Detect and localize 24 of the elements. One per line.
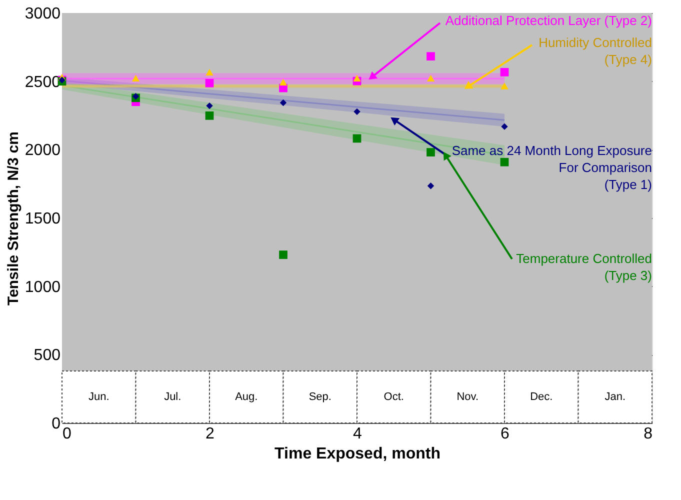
band-label: Sep. bbox=[308, 391, 332, 403]
annotation: Humidity Controlled (Type 4) bbox=[538, 35, 652, 67]
x-tick-label: 0 bbox=[62, 426, 72, 442]
y-tick-label: 500 bbox=[34, 347, 61, 364]
annotation: Temperature Controlled (Type 3) bbox=[516, 251, 652, 283]
x-tick-label: 8 bbox=[644, 426, 653, 442]
y-tick-label: 2000 bbox=[24, 142, 61, 160]
annotation: Additional Protection Layer (Type 2) bbox=[445, 13, 652, 28]
y-tick-label: 3000 bbox=[24, 6, 61, 22]
band-label: Dec. bbox=[530, 391, 553, 403]
x-axis-title: Time Exposed, month bbox=[274, 446, 440, 462]
y-axis-title: Tensile Strength, N/3 cm bbox=[4, 132, 22, 306]
band-label: Aug. bbox=[235, 391, 258, 403]
annotation: Same as 24 Month Long Exposure For Comparison (Type 1) bbox=[452, 143, 652, 192]
band-label: Oct. bbox=[384, 391, 404, 403]
y-tick-label: 1500 bbox=[24, 210, 61, 228]
x-tick-label: 4 bbox=[353, 426, 362, 442]
x-tick-label: 2 bbox=[206, 426, 215, 442]
band-label: Jul. bbox=[164, 391, 182, 403]
band-label: Jan. bbox=[604, 391, 626, 403]
band-label: Jun. bbox=[88, 391, 110, 403]
y-tick-label: 1000 bbox=[24, 278, 61, 296]
band-label: Nov. bbox=[456, 391, 479, 403]
x-tick-label: 6 bbox=[500, 426, 510, 442]
